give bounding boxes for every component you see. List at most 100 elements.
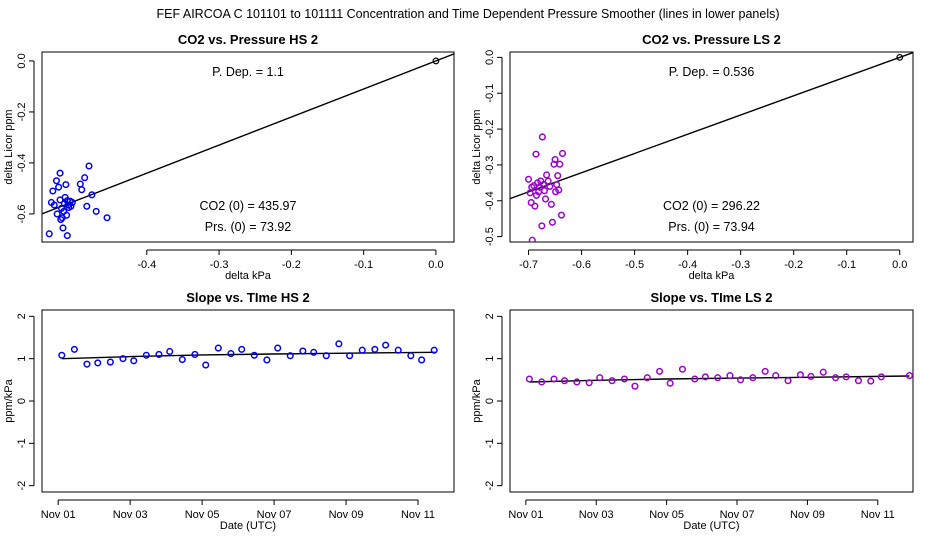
ls-slope-data-point [714, 374, 722, 382]
ls-pressure-data-point [547, 200, 555, 208]
ls-pressure-data-point [528, 236, 536, 242]
ls-slope-y-tick-label: -2 [484, 481, 496, 491]
hs-pressure-y-label: delta Licor ppm [3, 109, 15, 184]
ls-pressure-data-point [541, 195, 550, 203]
ls-pressure-data-point [548, 218, 556, 226]
hs-pressure-data-point [85, 162, 93, 170]
ls-slope-y-tick-label: 1 [484, 356, 496, 362]
hs-pressure-data-point [76, 180, 84, 188]
hs-slope-smoother-line [61, 351, 437, 360]
hs-pressure-x-tick-label: -0.3 [210, 259, 229, 271]
hs-pressure-x-tick-label: 0.0 [428, 259, 443, 271]
hs-slope-x-tick-label: Nov 07 [257, 509, 292, 521]
ls-pressure-pdep-annotation: P. Dep. = 0.536 [669, 65, 755, 79]
ls-pressure-data-point [551, 155, 559, 164]
ls-pressure-data-point [556, 160, 564, 168]
hs-slope-data-point [382, 341, 390, 349]
ls-slope-data-point [656, 367, 664, 375]
hs-pressure-plot-frame [41, 51, 455, 243]
hs-slope-y-tick-label: -2 [16, 481, 28, 491]
ls-slope-y-tick-label: -1 [484, 438, 496, 448]
ls-pressure-pressure-intercept-annotation: Prs. (0) = 73.94 [668, 220, 755, 234]
hs-pressure-plot-area [42, 53, 454, 240]
ls-pressure-y-tick-label: -0.4 [484, 191, 496, 210]
hs-slope-data-point [70, 345, 78, 353]
ls-pressure-x-tick-label: -0.7 [519, 259, 538, 271]
ls-slope-smoother-line [529, 375, 910, 383]
hs-pressure-reference-point [432, 57, 440, 65]
ls-slope-data-point [608, 377, 616, 385]
ls-slope-data-point [550, 375, 558, 383]
ls-slope-data-point [842, 373, 850, 381]
ls-pressure-y-tick-label: -0.5 [484, 227, 496, 246]
ls-slope-data-point [905, 372, 913, 380]
ls-slope-title: Slope vs. TIme LS 2 [650, 290, 772, 305]
hs-pressure-data-point [52, 177, 61, 185]
ls-pressure-data-point [532, 150, 540, 158]
ls-pressure-title: CO2 vs. Pressure LS 2 [642, 32, 781, 47]
ls-pressure-data-point [557, 211, 565, 219]
ls-slope-data-point [525, 375, 533, 383]
ls-slope-data-point [819, 368, 827, 376]
hs-pressure-data-point [92, 207, 100, 215]
ls-slope-data-point [807, 372, 815, 381]
ls-slope-plot-frame [509, 309, 914, 493]
hs-pressure-data-point [78, 186, 86, 194]
ls-pressure-data-point [555, 186, 563, 194]
hs-slope-data-point [202, 361, 210, 369]
hs-pressure-x-tick-label: -0.1 [354, 259, 373, 271]
ls-slope-data-point [877, 373, 885, 381]
ls-pressure-y-tick-label: 0.0 [484, 50, 496, 65]
hs-slope-data-point [299, 347, 307, 355]
ls-slope-data-point [585, 379, 593, 387]
hs-pressure-data-point [56, 169, 64, 177]
ls-pressure-data-point [531, 202, 539, 210]
hs-pressure-data-point [62, 181, 70, 189]
hs-slope-data-point [166, 347, 174, 356]
hs-slope-data-point [358, 346, 366, 354]
ls-slope-data-point [691, 375, 699, 383]
ls-slope-panel: Slope vs. TIme LS 2 Nov 01 Nov 03 Nov 05 Nov… [471, 290, 914, 532]
hs-slope-x-tick-label: Nov 05 [185, 509, 220, 521]
ls-slope-data-point [726, 372, 734, 380]
hs-slope-title: Slope vs. TIme HS 2 [186, 290, 310, 305]
ls-pressure-x-tick-label: 0.0 [892, 259, 907, 271]
hs-slope-data-point [418, 356, 426, 364]
hs-slope-data-point [335, 340, 343, 348]
ls-slope-x-tick-label: Nov 11 [861, 509, 895, 521]
ls-pressure-x-tick-label: -0.4 [678, 259, 697, 271]
hs-slope-data-point [178, 355, 186, 364]
hs-pressure-data-point [83, 202, 91, 210]
hs-pressure-data-point [45, 230, 53, 238]
ls-slope-x-tick-label: Nov 07 [720, 509, 755, 521]
hs-slope-y-tick-label: 1 [16, 356, 28, 362]
hs-slope-data-point [191, 350, 199, 358]
ls-pressure-y-label: delta Licor ppm [471, 109, 483, 184]
hs-pressure-data-point [49, 187, 57, 195]
ls-pressure-y-tick-label: -0.3 [484, 155, 496, 174]
ls-slope-data-point [772, 372, 780, 380]
hs-pressure-y-tick-label: -0.4 [16, 153, 28, 172]
hs-slope-data-point [407, 352, 415, 360]
hs-slope-data-point [322, 352, 330, 360]
ls-pressure-plot-area [510, 52, 913, 242]
ls-pressure-panel: CO2 vs. Pressure LS 2 -0.7 -0.6 -0.5 -0.4 -0.… [471, 32, 914, 282]
ls-slope-data-point [678, 365, 687, 373]
hs-slope-plot-area [58, 340, 438, 369]
hs-slope-y-tick-label: 2 [16, 313, 28, 319]
hs-slope-data-point [430, 346, 438, 354]
hs-slope-y-label: ppm/kPa [3, 378, 15, 422]
hs-pressure-x-label: delta kPa [225, 270, 272, 282]
hs-slope-data-point [58, 351, 66, 359]
ls-pressure-fit-line [510, 52, 913, 200]
ls-pressure-data-point [540, 187, 549, 195]
ls-slope-data-point [573, 378, 581, 386]
hs-slope-data-point [394, 346, 402, 354]
figure-suptitle: FEF AIRCOA C 101101 to 101111 Concentrat… [156, 7, 779, 21]
hs-slope-data-point [155, 350, 163, 358]
hs-slope-data-point [83, 360, 91, 368]
ls-pressure-x-tick-label: -0.5 [625, 259, 644, 271]
hs-pressure-x-tick-label: -0.4 [137, 259, 156, 271]
hs-pressure-panel: CO2 vs. Pressure HS 2 -0.4 -0.3 -0.2 -0.1 0.0… [3, 32, 455, 282]
